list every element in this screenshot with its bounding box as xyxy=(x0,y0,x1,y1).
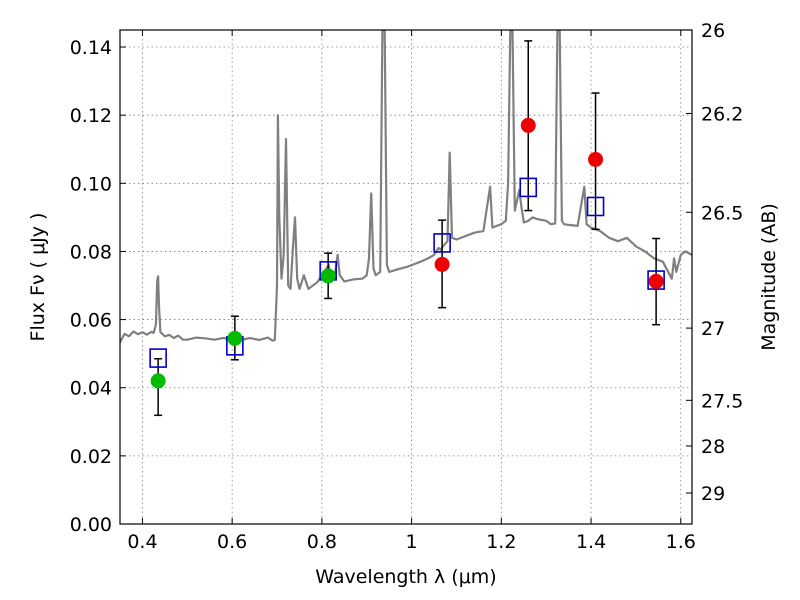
x-tick-label: 1.6 xyxy=(666,531,696,553)
x-axis-label: Wavelength λ (μm) xyxy=(315,566,496,588)
y2-tick-label: 27.5 xyxy=(701,390,743,412)
grid-lines xyxy=(120,30,692,525)
photometry-point xyxy=(227,330,243,346)
y-tick-label: 0.00 xyxy=(70,514,112,536)
x-tick-label: 0.8 xyxy=(307,531,337,553)
x-tick-label: 1.4 xyxy=(576,531,606,553)
y-tick-label: 0.02 xyxy=(70,446,112,468)
spectrum-layer xyxy=(120,30,692,343)
photometry-point xyxy=(520,117,536,133)
photometry-point xyxy=(320,268,336,284)
y-tick-label: 0.04 xyxy=(70,378,112,400)
model-square-marker xyxy=(433,233,451,253)
y2-axis-label: Magnitude (AB) xyxy=(758,203,780,351)
y-tick-label: 0.10 xyxy=(70,173,112,195)
y-tick-label: 0.14 xyxy=(70,37,112,59)
y2-tick-label: 26 xyxy=(701,20,725,42)
y2-tick-label: 28 xyxy=(701,436,725,458)
x-tick-label: 0.4 xyxy=(127,531,157,553)
photometry-point xyxy=(588,151,604,167)
y-tick-label: 0.06 xyxy=(70,310,112,332)
y-axis-label: Flux Fν ( μJy ) xyxy=(27,213,49,342)
plot-frame xyxy=(119,29,693,525)
y2-tick-label: 26.5 xyxy=(701,202,743,224)
y2-tick-label: 27 xyxy=(701,318,725,340)
model-square-marker xyxy=(586,196,605,217)
marker-layer xyxy=(149,117,665,389)
model-square-marker xyxy=(647,270,665,290)
photometry-point xyxy=(434,256,450,272)
errorbar-layer xyxy=(154,40,661,417)
y-tick-label: 0.08 xyxy=(70,241,112,263)
ticks-layer: 0.4 0.6 0.8 1 1.2 1.4 1.6 0.00 0.02 0.04 0.06 0.08 0… xyxy=(70,20,744,553)
x-tick-label: 1.2 xyxy=(486,531,516,553)
photometry-point xyxy=(150,373,166,389)
photometry-point xyxy=(648,273,664,289)
x-tick-label: 0.6 xyxy=(217,531,247,553)
model-square-marker xyxy=(519,177,538,198)
x-tick-label: 1 xyxy=(406,531,418,553)
y-tick-label: 0.12 xyxy=(70,105,112,127)
spectrum-line xyxy=(120,30,692,343)
y2-tick-label: 26.2 xyxy=(701,103,743,125)
model-square-marker xyxy=(149,348,167,368)
y2-tick-label: 29 xyxy=(701,483,725,505)
